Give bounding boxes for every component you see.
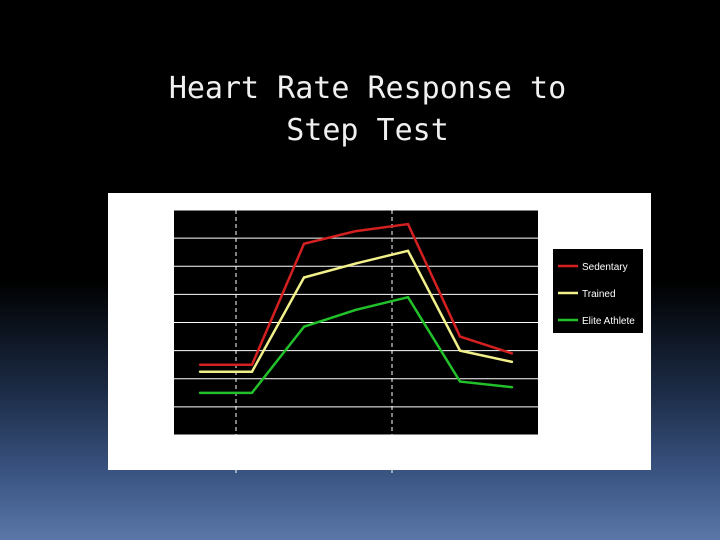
y-tick-label: 60 <box>144 371 160 387</box>
data-point <box>510 385 514 389</box>
data-point <box>250 370 254 373</box>
x-category-label: Begin Exercise <box>233 444 272 467</box>
data-point <box>458 380 462 383</box>
data-point <box>510 360 514 364</box>
data-point <box>458 335 462 338</box>
y-tick-label: 100 <box>137 315 161 331</box>
y-tick-label: 120 <box>137 286 161 302</box>
y-tick-label: 40 <box>144 399 160 415</box>
data-point <box>302 276 306 279</box>
data-point <box>198 363 202 366</box>
data-point <box>406 249 410 252</box>
data-point <box>458 349 462 352</box>
legend-label: Sedentary <box>582 262 628 273</box>
y-tick-label: 140 <box>137 258 161 274</box>
data-point <box>198 391 202 395</box>
data-point <box>406 295 410 299</box>
data-point <box>250 391 254 395</box>
y-tick-label: 160 <box>137 230 161 246</box>
data-point <box>354 229 358 233</box>
data-point <box>354 262 358 265</box>
x-category-label: Rest <box>190 444 211 455</box>
data-point <box>198 370 202 373</box>
x-category-label: 1 min <box>452 444 468 467</box>
y-tick-label: 180 <box>137 202 161 218</box>
data-point <box>354 308 358 312</box>
y-tick-label: 20 <box>144 427 160 443</box>
x-category-label: 2min <box>501 444 523 455</box>
data-point <box>302 325 306 328</box>
y-tick-label: 80 <box>144 343 160 359</box>
x-category-label: 1 min <box>296 444 312 467</box>
data-point <box>250 363 254 366</box>
data-point <box>406 222 410 226</box>
slide-title: Heart Rate Response to Step Test <box>168 71 567 148</box>
data-point <box>510 352 514 355</box>
x-category-label: End Exercise <box>389 444 428 467</box>
legend-label: Elite Athlete <box>582 316 635 327</box>
legend-label: Trained <box>582 289 616 300</box>
data-point <box>302 242 306 245</box>
